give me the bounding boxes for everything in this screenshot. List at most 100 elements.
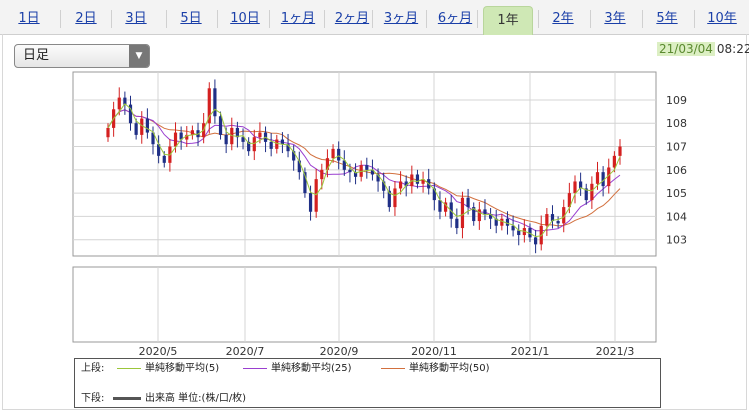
candle-body (612, 155, 616, 168)
legend-volume: 出来高 単位:(株/口/枚) (113, 392, 246, 406)
candle-body (550, 214, 555, 222)
last-updated-date: 21/03/04 (657, 42, 715, 56)
x-tick-label: 2021/3 (596, 345, 635, 358)
candle-body (173, 132, 178, 147)
tab-separator (642, 10, 643, 28)
candle-body (241, 137, 245, 142)
candle-body (280, 139, 285, 145)
volume-plot-area (72, 266, 657, 343)
tab-2[interactable]: 2日 (75, 11, 97, 26)
tab-6[interactable]: 1ヶ月 (280, 11, 316, 26)
candle-body (353, 172, 358, 177)
candle-body (370, 169, 375, 175)
candle-body (534, 237, 538, 245)
tab-4[interactable]: 5日 (180, 11, 202, 26)
candle-body (618, 146, 622, 156)
candle-body (275, 139, 279, 149)
candle-body (190, 130, 194, 135)
candle-body (348, 169, 352, 173)
candle-body (494, 218, 498, 226)
chart-panel (2, 34, 747, 410)
tab-1[interactable]: 1日 (18, 11, 40, 26)
tab-10[interactable]: 1年 (483, 6, 533, 35)
candle-body (601, 172, 605, 187)
x-tick-label: 2020/7 (226, 345, 265, 358)
candle-body (382, 181, 386, 191)
tab-12[interactable]: 3年 (604, 11, 626, 26)
y-tick-label: 104 (666, 210, 687, 223)
y-tick-label: 105 (666, 187, 687, 200)
tab-separator (166, 10, 167, 28)
tab-3[interactable]: 3日 (125, 11, 147, 26)
candle-body (443, 202, 448, 212)
candle-body (579, 181, 583, 189)
candle-body (123, 97, 127, 105)
candle-body (483, 209, 487, 215)
candle-body (252, 137, 256, 152)
candle-body (517, 230, 521, 236)
y-tick-label: 108 (666, 117, 687, 130)
tab-5[interactable]: 10日 (230, 11, 260, 26)
candle-period-select[interactable]: 日足 ▼ (14, 44, 150, 68)
tab-7[interactable]: 2ヶ月 (334, 11, 370, 26)
candle-body (162, 155, 166, 163)
x-tick-label: 2020/9 (320, 345, 359, 358)
candle-body (218, 116, 223, 135)
tab-11[interactable]: 2年 (552, 11, 574, 26)
tab-separator (426, 10, 427, 28)
candle-body (140, 118, 144, 135)
candle-body (157, 144, 161, 156)
candle-body (179, 132, 183, 140)
period-tabs: 1日 2日 3日 5日 10日 1ヶ月 2ヶ月 3ヶ月 6ヶ月 1年 2年 3年 5年 10年 (0, 0, 749, 35)
candle-body (567, 193, 571, 208)
legend-ma5: 単純移動平均(5) (117, 362, 219, 376)
ma50-swatch (381, 367, 405, 369)
tab-13[interactable]: 5年 (656, 11, 678, 26)
legend-lower-label: 下段: (81, 393, 105, 404)
candle-body (258, 132, 262, 138)
ma5-swatch (117, 367, 141, 369)
candle-body (365, 165, 369, 170)
candle-body (562, 207, 566, 224)
tab-9[interactable]: 6ヶ月 (437, 11, 473, 26)
legend-ma25-label: 単純移動平均(25) (271, 363, 352, 374)
candle-body (438, 200, 442, 212)
candle-body (415, 174, 420, 184)
candle-body (460, 197, 465, 229)
candle-body (545, 214, 549, 226)
candle-body (466, 197, 470, 208)
candle-body (432, 188, 436, 201)
candle-body (286, 144, 290, 152)
candle-body (342, 160, 346, 170)
y-tick-label: 106 (666, 164, 687, 177)
candle-body (308, 193, 313, 212)
candle-body (213, 88, 217, 117)
last-updated-time: 08:22 (716, 42, 749, 56)
x-tick-label: 2020/5 (139, 345, 178, 358)
tab-separator (538, 10, 539, 28)
tab-8[interactable]: 3ヶ月 (383, 11, 419, 26)
tab-14[interactable]: 10年 (707, 11, 737, 26)
candle-body (224, 134, 228, 145)
tab-separator (217, 10, 218, 28)
volume-swatch (113, 396, 141, 400)
tab-separator (269, 10, 270, 28)
x-tick-label: 2020/11 (411, 345, 457, 358)
candle-body (320, 169, 324, 180)
candle-body (393, 188, 397, 208)
candle-body (185, 134, 189, 140)
legend-ma50-label: 単純移動平均(50) (409, 363, 490, 374)
candle-body (505, 218, 510, 226)
candle-body (128, 104, 133, 124)
legend-ma25: 単純移動平均(25) (243, 362, 352, 376)
tab-separator (111, 10, 112, 28)
candle-body (145, 118, 149, 133)
candle-body (584, 188, 588, 201)
candle-body (590, 183, 594, 201)
candle-body (387, 190, 391, 208)
candle-body (488, 214, 493, 219)
candle-body (556, 221, 560, 224)
tab-separator (694, 10, 695, 28)
candle-body (314, 179, 318, 212)
tab-separator (477, 10, 478, 28)
